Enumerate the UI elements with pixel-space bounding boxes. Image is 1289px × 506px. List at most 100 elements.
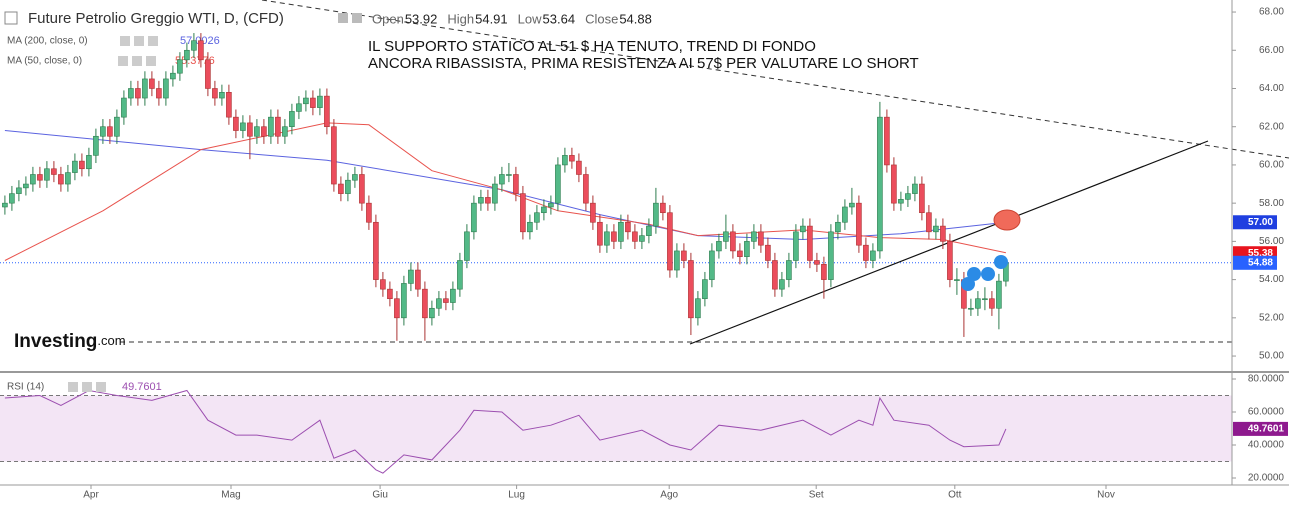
candle-body [856, 202, 862, 246]
ohlc-name: Low [518, 11, 542, 26]
candle-body [975, 298, 981, 309]
candle-body [408, 269, 414, 284]
candle-body [331, 126, 337, 185]
candle-body [541, 206, 547, 214]
badge [967, 267, 981, 281]
candle-body [289, 111, 295, 128]
candle-body [464, 231, 470, 261]
y-tick-label: 64.00 [1259, 83, 1284, 94]
candle-body [765, 244, 771, 261]
header-icons [338, 13, 362, 23]
ma-line [4, 122, 1007, 261]
candle-body [121, 97, 127, 118]
candle-body [387, 288, 393, 300]
y-tick-label: 56.00 [1259, 236, 1284, 247]
price-tag-label: 57.00 [1248, 217, 1273, 228]
candle-body [870, 250, 876, 261]
candle-body [275, 116, 281, 137]
candle-body [485, 197, 491, 204]
candle-body [772, 260, 778, 290]
candle-body [163, 78, 169, 99]
annotation-line: ANCORA RIBASSISTA, PRIMA RESISTENZA AI 5… [368, 55, 919, 72]
candle-body [317, 95, 323, 108]
candle-body [79, 160, 85, 170]
candle-body [156, 88, 162, 99]
candle-body [527, 221, 533, 233]
candle-body [177, 59, 183, 74]
candle-body [205, 59, 211, 89]
candle-body [604, 231, 610, 246]
legend-icon [82, 382, 92, 392]
candle-body [590, 202, 596, 223]
candle-body [471, 202, 477, 233]
candle-body [968, 307, 974, 310]
candle-body [779, 279, 785, 290]
y-tick-label: 50.00 [1259, 351, 1284, 362]
logo: Investing.com [14, 331, 126, 352]
candle-body [261, 126, 267, 137]
candle-body [534, 212, 540, 223]
y-tick-label: 60.00 [1259, 160, 1284, 171]
candle-body [303, 97, 309, 105]
legend-icon [148, 36, 158, 46]
candle-body [520, 193, 526, 233]
candle-body [93, 135, 99, 156]
candle-body [828, 231, 834, 280]
candle-body [86, 155, 92, 170]
y-tick-label: 52.00 [1259, 312, 1284, 323]
candle-body [653, 202, 659, 227]
candle-body [996, 280, 1002, 309]
rsi-legend-value: 49.7601 [122, 381, 162, 393]
candle-body [898, 199, 904, 204]
candle-body [674, 250, 680, 271]
ohlc-name: Close [585, 11, 618, 26]
legend-icon [96, 382, 106, 392]
x-tick-label: Giu [372, 490, 388, 501]
price-tag [1233, 215, 1277, 230]
annotation-line: IL SUPPORTO STATICO AL 51 $ HA TENUTO, T… [368, 38, 816, 55]
candle-body [107, 126, 113, 137]
candle-body [492, 183, 498, 204]
price-tag-label: 55.38 [1248, 248, 1273, 259]
ohlc-value: 53.92 [405, 11, 438, 26]
candle-body [191, 40, 197, 51]
candle-body [639, 235, 645, 242]
candle-body [478, 197, 484, 204]
candle-body [835, 221, 841, 233]
candle-body [646, 225, 652, 236]
rsi-tick-label: 40.0000 [1248, 440, 1285, 451]
candle-body [100, 126, 106, 137]
x-tick-label: Lug [508, 490, 525, 501]
rsi-tag [1233, 421, 1288, 436]
candle-body [212, 88, 218, 99]
candle-body [443, 298, 449, 303]
back-layer [0, 11, 1236, 489]
chart-title: Future Petrolio Greggio WTI, D, (CFD) [28, 10, 284, 27]
candle-body [23, 183, 29, 189]
icon [352, 13, 362, 23]
trend-resistance [261, 0, 1289, 159]
candle-body [2, 202, 8, 208]
rsi-tick-label: 20.0000 [1248, 473, 1285, 484]
icon [338, 13, 348, 23]
x-tick-label: Nov [1097, 490, 1115, 501]
symbol-icon [4, 11, 18, 25]
candle-body [618, 221, 624, 242]
candle-body [170, 72, 176, 80]
candle-body [989, 298, 995, 309]
candle-body [380, 279, 386, 290]
badge [981, 267, 995, 281]
candle-body [219, 92, 225, 99]
candle-body [947, 241, 953, 280]
ohlc-name: High [447, 11, 474, 26]
rsi-tick-label: 80.0000 [1248, 374, 1285, 385]
candle-body [891, 164, 897, 204]
x-tick-label: Set [809, 490, 824, 501]
candle-body [198, 40, 204, 61]
candle-body [667, 212, 673, 271]
candle-body [632, 231, 638, 242]
candle-body [730, 231, 736, 252]
candle-body [240, 122, 246, 131]
candle-body [576, 160, 582, 175]
candle-body [9, 193, 15, 204]
